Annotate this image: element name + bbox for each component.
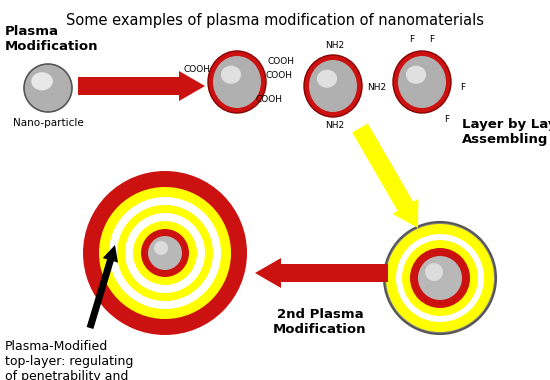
Polygon shape [78, 71, 205, 101]
Ellipse shape [154, 241, 168, 255]
Ellipse shape [393, 51, 451, 113]
Circle shape [386, 224, 494, 332]
Text: NH2: NH2 [326, 41, 344, 51]
Polygon shape [255, 258, 388, 288]
Ellipse shape [317, 70, 337, 88]
Circle shape [396, 234, 484, 322]
Ellipse shape [208, 51, 266, 113]
Text: Plasma-Modified
top-layer: regulating
of penetrability and
sinterability: Plasma-Modified top-layer: regulating of… [5, 340, 133, 380]
Circle shape [141, 229, 189, 277]
Circle shape [109, 197, 221, 309]
Text: Some examples of plasma modification of nanomaterials: Some examples of plasma modification of … [66, 13, 484, 28]
Polygon shape [87, 245, 118, 329]
Text: COOH: COOH [183, 65, 210, 74]
Text: COOH: COOH [266, 71, 293, 81]
Ellipse shape [425, 263, 443, 281]
Ellipse shape [24, 64, 72, 112]
Ellipse shape [406, 66, 426, 84]
Polygon shape [352, 124, 419, 228]
Ellipse shape [221, 66, 241, 84]
Circle shape [83, 171, 247, 335]
Circle shape [418, 256, 462, 300]
Ellipse shape [213, 56, 261, 108]
Circle shape [148, 236, 182, 270]
Ellipse shape [31, 72, 53, 90]
Circle shape [133, 221, 197, 285]
Circle shape [125, 213, 205, 293]
Ellipse shape [304, 55, 362, 117]
Text: COOH: COOH [255, 95, 282, 104]
Text: F: F [430, 35, 434, 43]
Text: F: F [409, 35, 415, 43]
Circle shape [402, 240, 478, 316]
Circle shape [117, 205, 213, 301]
Ellipse shape [398, 56, 446, 108]
Text: F: F [444, 116, 449, 125]
Text: Nano-particle: Nano-particle [13, 118, 84, 128]
Text: 2nd Plasma
Modification: 2nd Plasma Modification [273, 308, 367, 336]
Text: NH2: NH2 [326, 122, 344, 130]
Ellipse shape [309, 60, 357, 112]
Circle shape [99, 187, 231, 319]
Circle shape [384, 222, 496, 334]
Text: NH2: NH2 [367, 84, 386, 92]
Text: Layer by Layer
Assembling: Layer by Layer Assembling [462, 118, 550, 146]
Text: Plasma
Modification: Plasma Modification [5, 25, 98, 53]
Text: F: F [460, 82, 465, 92]
Text: COOH: COOH [267, 57, 294, 66]
Circle shape [410, 248, 470, 308]
